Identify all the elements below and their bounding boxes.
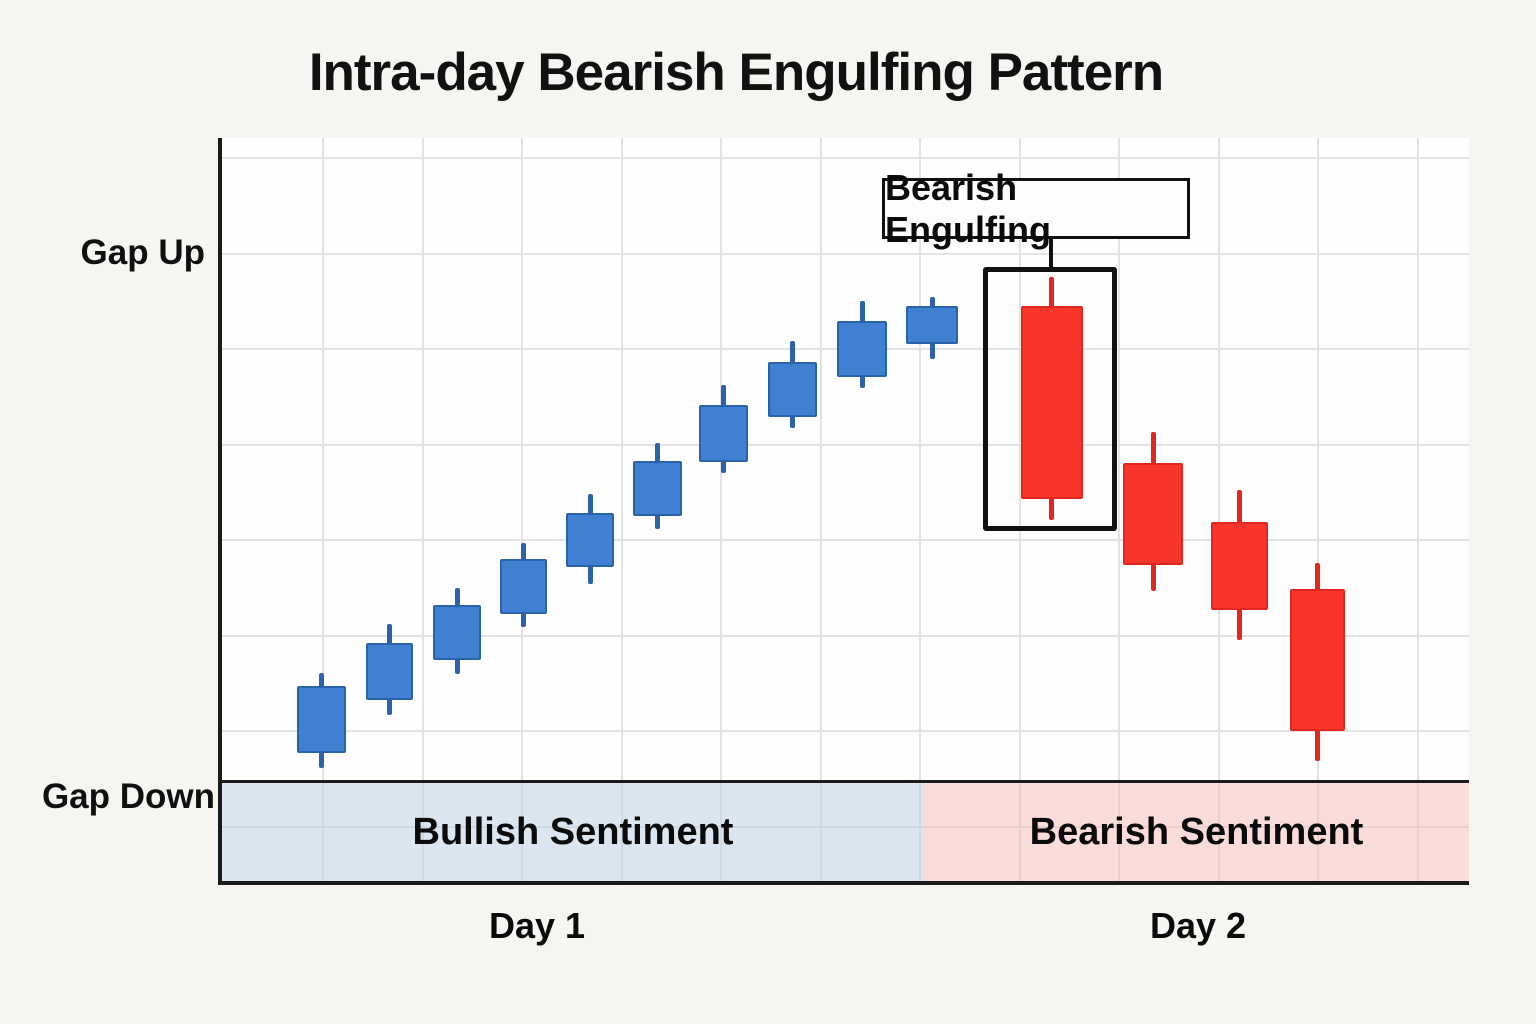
- x-axis-label-day1: Day 1: [488, 905, 586, 946]
- candle-7-body-bull: [698, 404, 748, 463]
- y-axis-label-gap-up: Gap Up: [80, 233, 205, 272]
- y-axis-label-gap-down: Gap Down: [41, 777, 215, 816]
- gridline-horizontal: [222, 157, 1469, 159]
- annotation-label: Bearish Engulfing: [885, 166, 1051, 250]
- candle-1-body-bull: [297, 686, 346, 753]
- gridline-horizontal: [222, 252, 1469, 255]
- gridline-vertical: [1317, 138, 1319, 881]
- candle-6-body-bull: [633, 460, 682, 516]
- candle-5-body-bull: [566, 512, 614, 567]
- candle-4-body-bull: [500, 559, 547, 614]
- gridline-horizontal: [222, 539, 1469, 541]
- bullish-sentiment-band: Bullish Sentiment: [222, 783, 924, 881]
- gridline-vertical: [1416, 138, 1419, 881]
- gridline-vertical: [819, 138, 822, 881]
- candle-11-body-bear: [1020, 306, 1083, 499]
- gridline-vertical: [919, 138, 921, 881]
- candle-8-body-bull: [767, 362, 817, 417]
- plot-area: Bullish Sentiment Bearish Sentiment: [218, 138, 1469, 885]
- candle-10-body-bull: [906, 306, 958, 345]
- candles-layer: [222, 138, 1469, 881]
- candle-12-body-bear: [1123, 462, 1183, 566]
- gridline-vertical: [1018, 138, 1021, 881]
- chart-title: Intra-day Bearish Engulfing Pattern: [308, 43, 1164, 102]
- annotation-callout-box: Bearish Engulfing: [882, 167, 1190, 250]
- bullish-sentiment-label: Bullish Sentiment: [412, 810, 734, 853]
- gridline-vertical: [1118, 138, 1120, 881]
- bearish-sentiment-band: Bearish Sentiment: [924, 783, 1469, 881]
- candle-2-body-bull: [365, 642, 413, 700]
- bearish-engulfing-highlight-box: [983, 267, 1117, 531]
- gridline-vertical: [720, 138, 722, 881]
- candle-13-body-bear: [1210, 521, 1268, 611]
- x-axis-label-day2: Day 2: [1149, 905, 1247, 946]
- annotation-connector-line: [1049, 239, 1053, 269]
- candle-9-body-bull: [837, 321, 887, 378]
- gridline-vertical: [521, 138, 523, 881]
- sentiment-bands: Bullish Sentiment Bearish Sentiment: [222, 780, 1469, 881]
- gridline-vertical: [620, 138, 623, 881]
- gridline-horizontal: [222, 634, 1469, 637]
- gridline-vertical: [322, 138, 324, 881]
- gridline-horizontal: [222, 443, 1469, 446]
- bearish-sentiment-label: Bearish Sentiment: [1029, 810, 1364, 853]
- gridline-vertical: [1217, 138, 1220, 881]
- gridline-horizontal: [222, 730, 1469, 732]
- candle-3-body-bull: [433, 604, 481, 661]
- candle-14-body-bear: [1289, 589, 1345, 732]
- gridline-vertical: [421, 138, 424, 881]
